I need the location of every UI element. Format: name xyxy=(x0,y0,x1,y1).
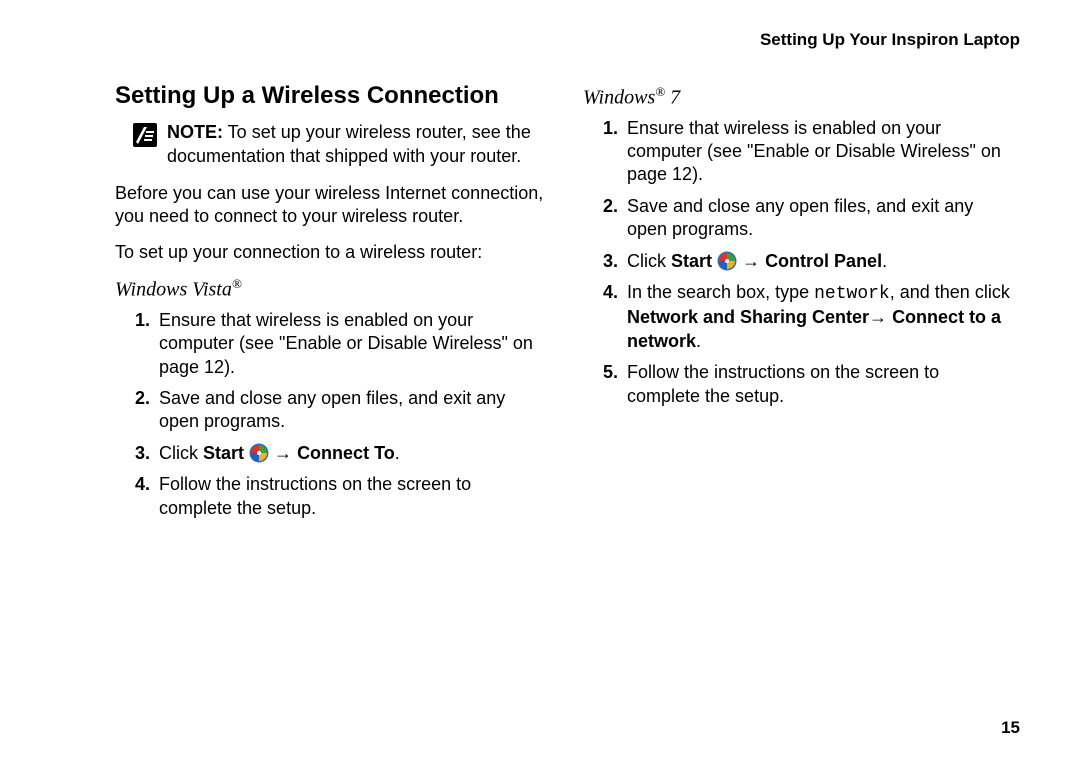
note-label: NOTE: xyxy=(167,122,223,142)
win7-steps: Ensure that wireless is enabled on your … xyxy=(583,117,1013,408)
note-block: NOTE: To set up your wireless router, se… xyxy=(133,121,545,168)
section-title: Setting Up a Wireless Connection xyxy=(115,80,545,111)
vista-step-2: Save and close any open files, and exit … xyxy=(155,387,545,434)
left-column: Setting Up a Wireless Connection NOTE: T… xyxy=(115,80,545,528)
connect-to-label: Connect To xyxy=(297,443,395,463)
right-column: Windows® 7 Ensure that wireless is enabl… xyxy=(583,80,1013,528)
control-panel-label: Control Panel xyxy=(765,251,882,271)
win7-step-3: Click Start → Control Panel. xyxy=(623,250,1013,273)
os-heading-win7: Windows® 7 xyxy=(583,84,1013,111)
vista-step-1: Ensure that wireless is enabled on your … xyxy=(155,309,545,379)
win7-step-4: In the search box, type network, and the… xyxy=(623,281,1013,353)
running-head: Setting Up Your Inspiron Laptop xyxy=(760,30,1020,50)
para-intro-1: Before you can use your wireless Interne… xyxy=(115,182,545,229)
page: Setting Up Your Inspiron Laptop Setting … xyxy=(0,0,1080,766)
os-heading-vista: Windows Vista® xyxy=(115,276,545,303)
page-number: 15 xyxy=(1001,718,1020,738)
para-intro-2: To set up your connection to a wireless … xyxy=(115,241,545,264)
win7-step-2: Save and close any open files, and exit … xyxy=(623,195,1013,242)
windows-orb-icon xyxy=(249,443,269,463)
note-text: NOTE: To set up your wireless router, se… xyxy=(167,121,545,168)
vista-step-4: Follow the instructions on the screen to… xyxy=(155,473,545,520)
start-label: Start xyxy=(203,443,244,463)
vista-step-3: Click Start → Connect To. xyxy=(155,442,545,465)
columns: Setting Up a Wireless Connection NOTE: T… xyxy=(115,80,1020,528)
search-term: network xyxy=(814,284,890,304)
note-icon xyxy=(133,123,159,153)
vista-steps: Ensure that wireless is enabled on your … xyxy=(115,309,545,520)
start-label: Start xyxy=(671,251,712,271)
network-sharing-center-label: Network and Sharing Center xyxy=(627,307,869,327)
win7-step-5: Follow the instructions on the screen to… xyxy=(623,361,1013,408)
win7-step-1: Ensure that wireless is enabled on your … xyxy=(623,117,1013,187)
windows-orb-icon xyxy=(717,251,737,271)
